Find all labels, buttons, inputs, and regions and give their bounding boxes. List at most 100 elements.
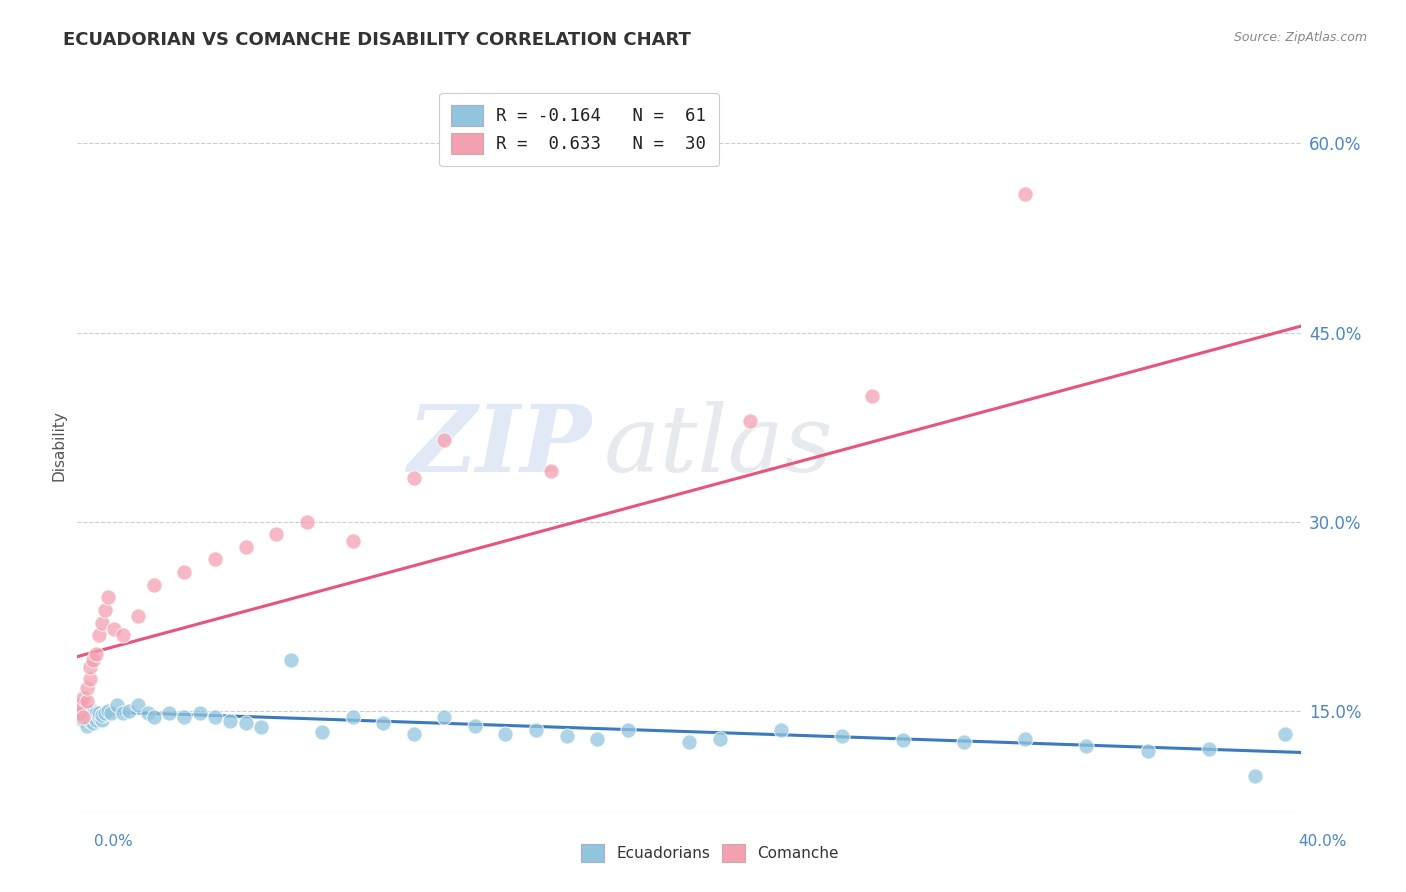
Point — [82, 716, 104, 731]
Point — [100, 706, 122, 721]
Point — [69, 706, 91, 721]
Point — [555, 729, 578, 743]
Y-axis label: Disability: Disability — [51, 410, 66, 482]
Point — [1014, 731, 1036, 746]
Point — [586, 731, 609, 746]
Point — [90, 713, 112, 727]
Point — [250, 720, 273, 734]
Point — [105, 698, 128, 712]
Point — [69, 701, 91, 715]
Point — [235, 540, 257, 554]
Point — [87, 628, 110, 642]
Point — [280, 653, 302, 667]
Point — [769, 723, 792, 737]
Point — [157, 706, 180, 721]
Point — [264, 527, 287, 541]
Point — [127, 698, 149, 712]
Point — [709, 731, 731, 746]
Point — [173, 710, 195, 724]
Point — [1136, 744, 1159, 758]
Text: ECUADORIAN VS COMANCHE DISABILITY CORRELATION CHART: ECUADORIAN VS COMANCHE DISABILITY CORREL… — [63, 31, 692, 49]
Point — [371, 716, 394, 731]
Point — [464, 719, 486, 733]
Point — [862, 388, 884, 402]
Point — [1014, 186, 1036, 201]
Point — [1274, 726, 1296, 740]
Point — [127, 609, 149, 624]
Point — [295, 515, 318, 529]
Point — [79, 659, 101, 673]
Point — [740, 414, 762, 428]
Point — [97, 704, 120, 718]
Point — [90, 615, 112, 630]
Point — [90, 707, 112, 722]
Legend: Ecuadorians, Comanche: Ecuadorians, Comanche — [575, 838, 845, 868]
Point — [84, 647, 107, 661]
Point — [112, 706, 135, 721]
Point — [402, 470, 425, 484]
Point — [142, 710, 165, 724]
Point — [87, 706, 110, 721]
Point — [891, 732, 914, 747]
Point — [82, 704, 104, 718]
Point — [953, 735, 976, 749]
Point — [1076, 739, 1098, 753]
Point — [72, 691, 94, 706]
Point — [142, 578, 165, 592]
Point — [342, 533, 364, 548]
Point — [69, 706, 91, 721]
Point — [97, 591, 120, 605]
Point — [831, 729, 853, 743]
Point — [82, 653, 104, 667]
Point — [433, 710, 456, 724]
Point — [76, 710, 98, 724]
Text: 40.0%: 40.0% — [1299, 834, 1347, 848]
Point — [76, 719, 98, 733]
Point — [103, 622, 125, 636]
Point — [72, 713, 94, 727]
Point — [540, 464, 562, 478]
Point — [69, 698, 91, 712]
Point — [94, 706, 117, 721]
Point — [79, 706, 101, 721]
Point — [219, 714, 242, 728]
Text: Source: ZipAtlas.com: Source: ZipAtlas.com — [1233, 31, 1367, 45]
Point — [72, 704, 94, 718]
Point — [112, 628, 135, 642]
Point — [235, 716, 257, 731]
Point — [524, 723, 547, 737]
Text: atlas: atlas — [603, 401, 832, 491]
Point — [678, 735, 700, 749]
Point — [69, 710, 91, 724]
Point — [204, 552, 226, 566]
Point — [79, 714, 101, 728]
Text: ZIP: ZIP — [406, 401, 591, 491]
Point — [433, 433, 456, 447]
Point — [87, 710, 110, 724]
Point — [402, 726, 425, 740]
Point — [76, 681, 98, 695]
Point — [495, 726, 517, 740]
Point — [79, 673, 101, 687]
Legend: R = -0.164   N =  61, R =  0.633   N =  30: R = -0.164 N = 61, R = 0.633 N = 30 — [439, 93, 718, 166]
Point — [76, 706, 98, 721]
Point — [84, 706, 107, 721]
Point — [76, 694, 98, 708]
Point — [76, 704, 98, 718]
Point — [617, 723, 640, 737]
Point — [94, 603, 117, 617]
Point — [118, 704, 141, 718]
Point — [311, 725, 333, 739]
Point — [173, 565, 195, 579]
Point — [72, 707, 94, 722]
Point — [204, 710, 226, 724]
Point — [1198, 741, 1220, 756]
Point — [136, 706, 159, 721]
Point — [82, 710, 104, 724]
Point — [1243, 769, 1265, 783]
Point — [188, 706, 211, 721]
Point — [84, 713, 107, 727]
Text: 0.0%: 0.0% — [94, 834, 134, 848]
Point — [72, 710, 94, 724]
Point — [342, 710, 364, 724]
